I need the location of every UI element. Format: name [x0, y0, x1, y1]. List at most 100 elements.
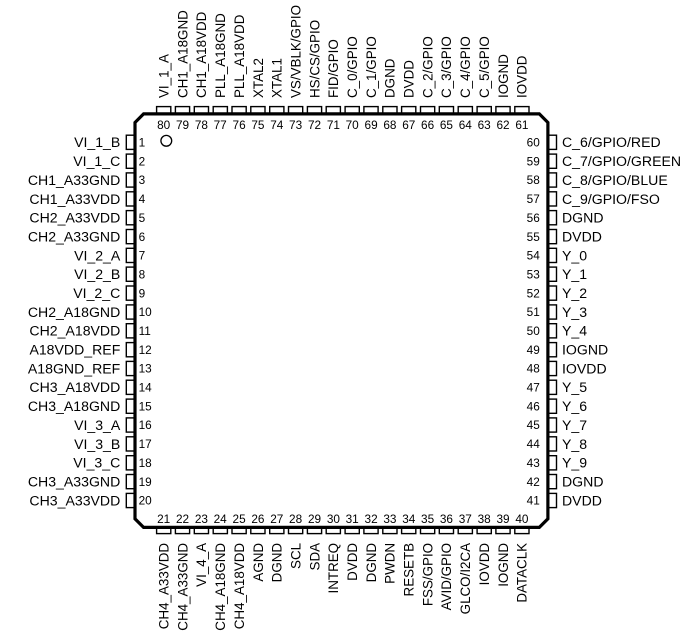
- svg-text:IOGND: IOGND: [562, 342, 608, 358]
- svg-text:17: 17: [139, 437, 152, 451]
- svg-text:41: 41: [527, 494, 540, 508]
- svg-text:Y_7: Y_7: [562, 417, 587, 433]
- svg-text:VI_2_A: VI_2_A: [74, 247, 121, 263]
- svg-text:PLL_A18GND: PLL_A18GND: [213, 13, 228, 98]
- svg-text:CH4_A33GND: CH4_A33GND: [175, 543, 190, 631]
- svg-text:IOGND: IOGND: [496, 54, 511, 98]
- svg-text:CH3_A33GND: CH3_A33GND: [28, 474, 120, 490]
- svg-text:26: 26: [251, 512, 265, 526]
- svg-text:18: 18: [139, 456, 153, 470]
- svg-text:CH3_A18GND: CH3_A18GND: [28, 398, 120, 414]
- svg-text:78: 78: [195, 118, 209, 132]
- svg-text:44: 44: [527, 437, 541, 451]
- svg-text:6: 6: [139, 230, 146, 244]
- svg-text:54: 54: [527, 249, 541, 263]
- svg-text:CH3_A18VDD: CH3_A18VDD: [29, 379, 120, 395]
- svg-text:14: 14: [139, 381, 153, 395]
- svg-text:VI_2_B: VI_2_B: [74, 266, 120, 282]
- svg-text:VI_1_A: VI_1_A: [157, 54, 172, 98]
- svg-text:29: 29: [308, 512, 321, 526]
- svg-text:48: 48: [527, 362, 541, 376]
- svg-text:DGND: DGND: [364, 543, 379, 583]
- svg-text:DVDD: DVDD: [562, 229, 602, 245]
- svg-text:VI_1_C: VI_1_C: [73, 153, 120, 169]
- svg-text:11: 11: [139, 324, 151, 338]
- svg-text:C_5/GPIO: C_5/GPIO: [477, 36, 492, 98]
- svg-text:57: 57: [527, 192, 540, 206]
- svg-text:C_7/GPIO/GREEN: C_7/GPIO/GREEN: [562, 153, 681, 169]
- svg-text:70: 70: [346, 118, 360, 132]
- svg-text:37: 37: [459, 512, 472, 526]
- svg-text:74: 74: [270, 118, 284, 132]
- svg-text:1: 1: [139, 136, 146, 150]
- svg-text:XTAL1: XTAL1: [270, 58, 285, 98]
- svg-text:63: 63: [478, 118, 492, 132]
- svg-text:61: 61: [515, 118, 528, 132]
- svg-text:35: 35: [421, 512, 435, 526]
- svg-text:72: 72: [308, 118, 321, 132]
- svg-text:A18VDD_REF: A18VDD_REF: [29, 342, 120, 358]
- svg-text:62: 62: [496, 118, 509, 132]
- svg-text:IOGND: IOGND: [496, 543, 511, 587]
- svg-text:13: 13: [139, 362, 153, 376]
- svg-text:36: 36: [440, 512, 454, 526]
- svg-text:64: 64: [459, 118, 473, 132]
- svg-text:23: 23: [195, 512, 209, 526]
- svg-text:CH2_A33VDD: CH2_A33VDD: [29, 210, 120, 226]
- svg-text:73: 73: [289, 118, 303, 132]
- svg-text:IOVDD: IOVDD: [515, 55, 530, 98]
- svg-text:CH1_A18VDD: CH1_A18VDD: [194, 11, 209, 98]
- svg-text:DGND: DGND: [270, 543, 285, 583]
- svg-text:80: 80: [157, 118, 171, 132]
- svg-text:55: 55: [527, 230, 541, 244]
- svg-text:AGND: AGND: [251, 543, 266, 582]
- svg-text:28: 28: [289, 512, 303, 526]
- svg-text:59: 59: [527, 154, 540, 168]
- svg-text:Y_8: Y_8: [562, 436, 587, 452]
- svg-text:C_6/GPIO/RED: C_6/GPIO/RED: [562, 134, 661, 150]
- svg-text:DGND: DGND: [562, 210, 604, 226]
- svg-text:CH4_A18GND: CH4_A18GND: [213, 543, 228, 631]
- svg-text:PLL_A18VDD: PLL_A18VDD: [232, 14, 247, 98]
- svg-text:DVDD: DVDD: [345, 543, 360, 581]
- svg-text:22: 22: [176, 512, 189, 526]
- svg-text:45: 45: [527, 418, 541, 432]
- svg-text:60: 60: [527, 136, 541, 150]
- svg-text:INTREQ: INTREQ: [326, 543, 341, 594]
- svg-text:16: 16: [139, 418, 153, 432]
- svg-text:58: 58: [527, 173, 541, 187]
- svg-text:33: 33: [383, 512, 397, 526]
- svg-text:A18GND_REF: A18GND_REF: [28, 360, 121, 376]
- svg-text:65: 65: [440, 118, 454, 132]
- svg-text:IOVDD: IOVDD: [562, 360, 607, 376]
- svg-text:C_9/GPIO/FSO: C_9/GPIO/FSO: [562, 191, 660, 207]
- svg-text:27: 27: [270, 512, 283, 526]
- svg-text:66: 66: [421, 118, 435, 132]
- svg-text:Y_6: Y_6: [562, 398, 587, 414]
- svg-text:77: 77: [214, 118, 227, 132]
- svg-text:5: 5: [139, 211, 146, 225]
- svg-text:CH2_A18GND: CH2_A18GND: [28, 304, 120, 320]
- svg-text:IOVDD: IOVDD: [477, 543, 492, 586]
- svg-text:DATACLK: DATACLK: [515, 543, 530, 603]
- svg-text:DGND: DGND: [562, 474, 604, 490]
- svg-text:DVDD: DVDD: [562, 492, 602, 508]
- svg-text:34: 34: [402, 512, 416, 526]
- svg-text:51: 51: [527, 305, 540, 319]
- svg-text:47: 47: [527, 381, 540, 395]
- svg-text:15: 15: [139, 399, 153, 413]
- svg-text:Y_0: Y_0: [562, 247, 587, 263]
- svg-text:42: 42: [527, 475, 540, 489]
- svg-text:DVDD: DVDD: [402, 60, 417, 98]
- svg-text:68: 68: [383, 118, 397, 132]
- svg-text:HS/CS/GPIO: HS/CS/GPIO: [307, 20, 322, 98]
- svg-text:9: 9: [139, 286, 146, 300]
- svg-text:69: 69: [365, 118, 378, 132]
- svg-text:50: 50: [527, 324, 541, 338]
- svg-text:10: 10: [139, 305, 153, 319]
- svg-text:53: 53: [527, 267, 541, 281]
- svg-text:56: 56: [527, 211, 541, 225]
- svg-text:CH1_A33GND: CH1_A33GND: [28, 172, 120, 188]
- svg-text:AVID/GPIO: AVID/GPIO: [439, 543, 454, 610]
- svg-text:19: 19: [139, 475, 152, 489]
